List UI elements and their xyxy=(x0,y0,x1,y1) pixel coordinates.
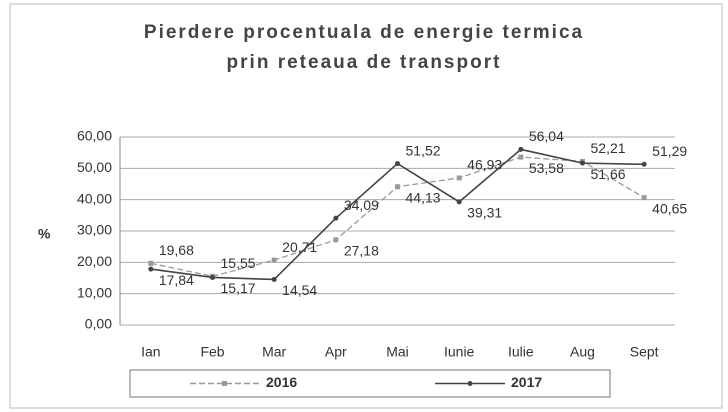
data-label: 20,71 xyxy=(282,239,317,255)
title-wrap: Pierdere procentuala de energie termica … xyxy=(0,18,728,78)
x-tick-label: Feb xyxy=(200,344,224,360)
data-label: 34,09 xyxy=(344,197,379,213)
y-axis-label: % xyxy=(38,226,51,242)
x-tick-label: Aug xyxy=(570,344,595,360)
data-label: 51,66 xyxy=(591,166,626,182)
data-label: 19,68 xyxy=(159,242,194,258)
x-tick-label: Iulie xyxy=(508,344,534,360)
marker xyxy=(456,175,462,181)
data-label: 53,58 xyxy=(529,160,564,176)
data-label: 40,65 xyxy=(652,200,687,216)
marker xyxy=(271,257,277,263)
chart-title: Pierdere procentuala de energie termica … xyxy=(143,22,585,73)
marker xyxy=(456,199,462,205)
marker xyxy=(518,146,524,152)
data-label: 51,29 xyxy=(652,143,687,159)
marker xyxy=(148,260,154,266)
legend-marker xyxy=(467,381,473,386)
y-tick-label: 0,00 xyxy=(85,316,112,332)
marker xyxy=(395,184,400,190)
data-label: 52,21 xyxy=(591,140,626,156)
x-tick-label: Sept xyxy=(630,344,659,360)
data-label: 27,18 xyxy=(344,243,379,259)
y-tick-label: 30,00 xyxy=(77,222,112,238)
legend-marker xyxy=(222,381,227,386)
legend-label: 2016 xyxy=(266,374,297,390)
legend-box xyxy=(129,369,611,398)
legend-label: 2017 xyxy=(511,374,542,390)
data-label: 46,93 xyxy=(467,157,502,173)
x-tick-label: Apr xyxy=(325,344,347,360)
marker xyxy=(518,154,524,160)
chart-border xyxy=(9,3,723,409)
y-tick-label: 60,00 xyxy=(77,128,112,144)
x-tick-label: Ian xyxy=(141,344,160,360)
data-label: 14,54 xyxy=(282,282,317,298)
marker xyxy=(210,274,215,280)
x-tick-label: Mar xyxy=(262,344,286,360)
marker xyxy=(333,215,339,221)
y-tick-label: 40,00 xyxy=(77,190,112,206)
marker xyxy=(271,276,277,282)
data-label: 17,84 xyxy=(159,272,194,288)
data-label: 15,55 xyxy=(221,255,256,271)
marker xyxy=(641,161,647,167)
marker xyxy=(333,237,339,243)
data-label: 56,04 xyxy=(529,128,564,144)
marker xyxy=(641,195,647,201)
y-tick-label: 10,00 xyxy=(77,284,112,300)
data-label: 39,31 xyxy=(467,205,502,221)
marker xyxy=(148,266,154,272)
data-label: 44,13 xyxy=(406,189,441,205)
data-label: 51,52 xyxy=(406,142,441,158)
y-tick-label: 20,00 xyxy=(77,253,112,269)
marker xyxy=(580,160,585,166)
x-tick-label: Iunie xyxy=(444,344,475,360)
data-label: 15,17 xyxy=(221,280,256,296)
x-tick-label: Mai xyxy=(386,344,409,360)
marker xyxy=(395,161,400,167)
y-tick-label: 50,00 xyxy=(77,159,112,175)
